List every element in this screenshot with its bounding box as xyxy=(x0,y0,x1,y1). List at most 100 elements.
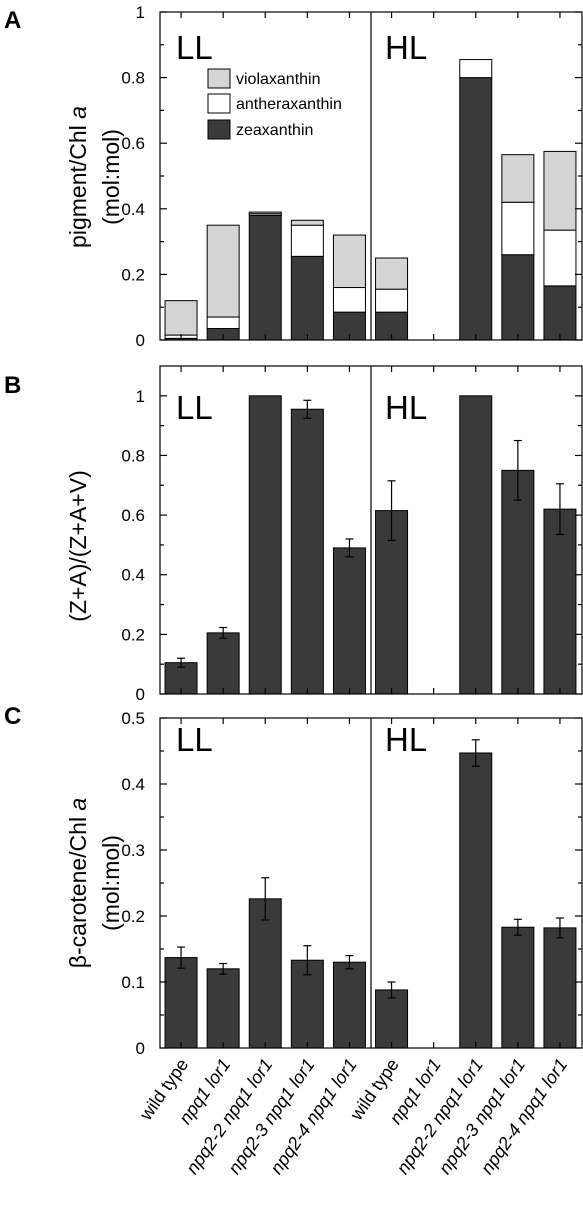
panel-a-legend: violaxanthin antheraxanthin zeaxanthin xyxy=(207,68,342,140)
y-tick-label: 0.5 xyxy=(121,709,145,728)
error-bar-9 xyxy=(513,918,522,936)
y-tick-label: 0.6 xyxy=(121,506,145,525)
panel-c-y-ticks: 0 0.1 0.2 0.3 0.4 0.5 xyxy=(121,709,582,1058)
panel-letter-a: A xyxy=(4,7,21,34)
panel-b-y-ticks: 0 0.2 0.4 0.6 0.8 1 xyxy=(121,366,582,704)
error-bar-9 xyxy=(513,439,522,501)
y-tick-label: 0.4 xyxy=(121,775,145,794)
y-tick-label: 0.2 xyxy=(121,265,145,284)
bar-3 xyxy=(248,898,282,1049)
y-tick-label: 0.4 xyxy=(121,566,145,585)
bar-zeaxanthin-4 xyxy=(290,255,324,341)
error-bar-1 xyxy=(177,946,186,969)
error-bar-4 xyxy=(303,945,312,976)
legend-swatch-zeaxanthin xyxy=(207,119,231,140)
error-bar-6 xyxy=(387,981,396,999)
legend-swatch-violaxanthin xyxy=(207,68,231,89)
bar-6 xyxy=(375,510,409,695)
bar-9 xyxy=(501,469,535,695)
bar-violaxanthin-1 xyxy=(164,300,198,336)
bar-antheraxanthin-10 xyxy=(543,229,577,287)
bar-10 xyxy=(543,508,577,695)
error-bar-5 xyxy=(345,538,354,558)
panel-b-bars xyxy=(164,395,577,695)
y-tick-label: 0.8 xyxy=(121,446,145,465)
bar-4 xyxy=(290,408,324,695)
panel-a-hl-label: HL xyxy=(385,29,427,66)
bar-9 xyxy=(501,926,535,1049)
y-tick-label: 0.3 xyxy=(121,841,145,860)
legend-label-violaxanthin: violaxanthin xyxy=(236,71,321,88)
legend-label-zeaxanthin: zeaxanthin xyxy=(236,122,313,139)
y-tick-label: 1 xyxy=(136,387,145,406)
bar-antheraxanthin-9 xyxy=(501,201,535,256)
error-bar-10 xyxy=(555,917,564,939)
error-bar-10 xyxy=(555,483,564,536)
bar-2 xyxy=(206,968,240,1049)
panel-c-ylabel-line1: β-carotene/Chl a xyxy=(65,798,91,968)
bar-5 xyxy=(332,547,366,695)
panel-b-hl-label: HL xyxy=(385,389,427,426)
panel-c-ylabel-line2: (mol:mol) xyxy=(98,835,124,931)
bar-6 xyxy=(375,989,409,1049)
bar-8 xyxy=(459,752,493,1049)
y-tick-label: 0 xyxy=(136,331,145,350)
error-bar-8 xyxy=(471,739,480,767)
y-tick-label: 0.4 xyxy=(121,200,145,219)
bar-zeaxanthin-10 xyxy=(543,285,577,341)
panel-a-ylabel-line1: pigment/Chl a xyxy=(65,106,91,248)
y-tick-label: 0.2 xyxy=(121,625,145,644)
panel-b: B (Z+A)/(Z+A+V) LL HL 0 0.2 0.4 0.6 0.8 1 xyxy=(4,365,583,704)
legend-label-antheraxanthin: antheraxanthin xyxy=(236,96,342,113)
bar-zeaxanthin-9 xyxy=(501,254,535,341)
error-bar-6 xyxy=(387,480,396,542)
error-bar-5 xyxy=(345,954,354,970)
panel-c: C β-carotene/Chl a (mol:mol) LL HL 00.10… xyxy=(4,703,583,1058)
panel-b-ll-label: LL xyxy=(176,389,213,426)
bar-violaxanthin-2 xyxy=(206,224,240,318)
bar-violaxanthin-10 xyxy=(543,150,577,231)
panel-letter-c: C xyxy=(4,703,21,730)
y-tick-label: 0 xyxy=(136,1039,145,1058)
y-tick-label: 0 xyxy=(136,685,145,704)
bar-8 xyxy=(459,395,493,695)
bar-violaxanthin-6 xyxy=(375,257,409,290)
y-tick-label: 0.1 xyxy=(121,973,145,992)
bar-3 xyxy=(248,395,282,695)
legend-swatch-antheraxanthin xyxy=(207,93,231,114)
bar-1 xyxy=(164,957,198,1049)
bar-2 xyxy=(206,632,240,695)
error-bar-4 xyxy=(303,399,312,419)
bar-zeaxanthin-8 xyxy=(459,77,493,341)
bar-zeaxanthin-3 xyxy=(248,214,282,341)
bar-antheraxanthin-4 xyxy=(290,224,324,257)
bar-5 xyxy=(332,961,366,1049)
bar-antheraxanthin-2 xyxy=(206,316,240,330)
panel-a-bars xyxy=(164,59,577,341)
panel-a-ll-label: LL xyxy=(176,29,213,66)
panel-a-y-ticks: 0 0.2 0.4 0.6 0.8 1 xyxy=(121,3,582,350)
panel-b-ylabel: (Z+A)/(Z+A+V) xyxy=(65,470,91,621)
bar-antheraxanthin-5 xyxy=(332,287,366,313)
panel-a: A pigment/Chl a (mol:mol) LL HL violaxan… xyxy=(4,3,583,350)
error-bar-3 xyxy=(261,877,270,921)
panel-letter-b: B xyxy=(4,372,21,399)
error-bar-2 xyxy=(219,962,228,975)
bar-antheraxanthin-6 xyxy=(375,288,409,313)
panel-c-bars xyxy=(164,739,577,1049)
y-tick-label: 0.8 xyxy=(121,69,145,88)
bar-antheraxanthin-8 xyxy=(459,59,493,79)
y-tick-label: 0.6 xyxy=(121,134,145,153)
bar-10 xyxy=(543,927,577,1049)
y-tick-label: 1 xyxy=(136,3,145,22)
y-tick-label: 0.2 xyxy=(121,907,145,926)
panel-c-ll-label: LL xyxy=(176,721,213,758)
error-bar-2 xyxy=(219,626,228,639)
bar-violaxanthin-5 xyxy=(332,234,366,289)
panel-a-ylabel-line2: (mol:mol) xyxy=(98,129,124,225)
error-bar-1 xyxy=(177,657,186,668)
bar-violaxanthin-4 xyxy=(290,219,324,226)
panel-c-hl-label: HL xyxy=(385,721,427,758)
